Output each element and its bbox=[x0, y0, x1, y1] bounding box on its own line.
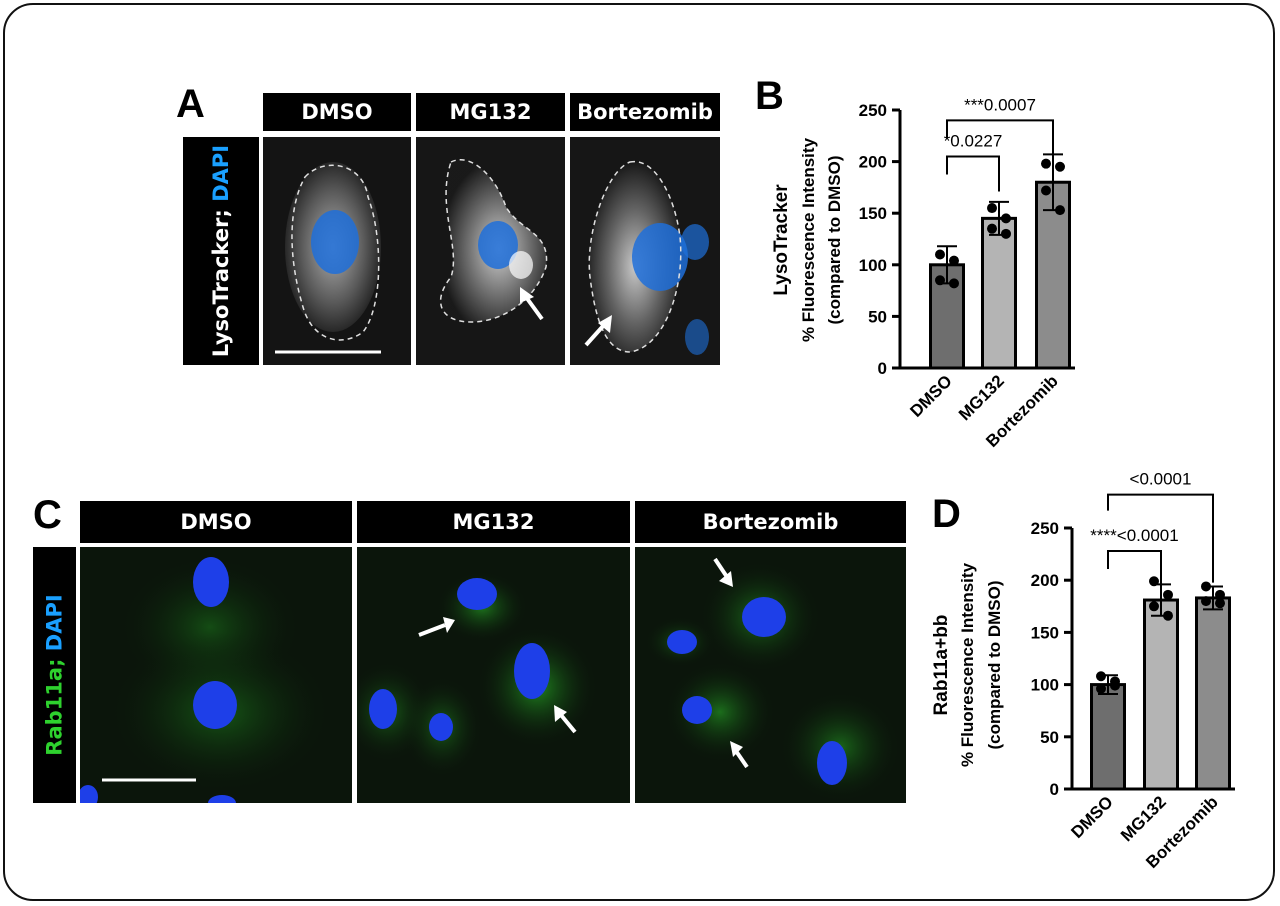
arrow-icon bbox=[418, 617, 455, 637]
data-point bbox=[1055, 161, 1065, 172]
y-axis-label: % Fluorescence Intensity bbox=[799, 137, 818, 342]
y-axis-label: Rab11a+bb bbox=[931, 615, 952, 716]
data-point bbox=[1215, 598, 1225, 609]
micrograph-c-dmso bbox=[80, 547, 352, 803]
panel-letter-c: C bbox=[33, 493, 62, 537]
nucleus bbox=[742, 597, 786, 637]
data-point bbox=[1110, 676, 1120, 687]
arrow-icon bbox=[554, 705, 577, 734]
bar-dmso bbox=[1090, 683, 1126, 791]
micrograph-c-bortezomib bbox=[635, 547, 906, 803]
y-tick-label: 0 bbox=[878, 359, 887, 378]
header-c-dmso: DMSO bbox=[80, 501, 352, 543]
header-c-bortezomib: Bortezomib bbox=[635, 501, 906, 543]
y-axis-label: % Fluorescence Intensity bbox=[958, 562, 977, 767]
data-point bbox=[1149, 601, 1159, 612]
nucleus bbox=[632, 223, 688, 291]
data-point bbox=[987, 223, 997, 234]
panel-letter-d: D bbox=[932, 492, 961, 536]
nucleus bbox=[193, 681, 237, 729]
micrograph-c-mg132 bbox=[357, 547, 630, 803]
data-point bbox=[1096, 671, 1106, 682]
cell-outline bbox=[291, 164, 380, 341]
header-c-mg132: MG132 bbox=[357, 501, 630, 543]
cell-outline bbox=[588, 160, 682, 353]
y-axis-label: (compared to DMSO) bbox=[825, 155, 844, 324]
panel-letter-a: A bbox=[176, 82, 205, 126]
figure-frame bbox=[3, 3, 1275, 901]
y-tick-label: 250 bbox=[1031, 519, 1059, 538]
significance-label: ***0.0007 bbox=[964, 95, 1036, 114]
y-tick-label: 100 bbox=[859, 256, 887, 275]
y-tick-label: 250 bbox=[859, 101, 887, 120]
significance-bracket bbox=[1107, 549, 1162, 601]
bar-bortezomib bbox=[1195, 596, 1231, 791]
significance-bracket bbox=[946, 119, 1054, 191]
micrograph-a-mg132 bbox=[416, 137, 565, 365]
data-point bbox=[935, 249, 945, 260]
bar-mg132 bbox=[1143, 598, 1179, 791]
y-axis-label: (compared to DMSO) bbox=[985, 580, 1004, 749]
y-tick-label: 100 bbox=[1031, 676, 1059, 695]
data-point bbox=[1149, 576, 1159, 587]
data-point bbox=[1096, 683, 1106, 694]
nucleus bbox=[311, 210, 359, 274]
category-label: DMSO bbox=[1067, 792, 1116, 841]
header-a-mg132: MG132 bbox=[416, 93, 565, 131]
significance-label: *0.0227 bbox=[944, 131, 1003, 150]
arrow-icon bbox=[730, 741, 749, 769]
arrow-icon bbox=[584, 315, 612, 347]
data-point bbox=[1163, 589, 1173, 600]
significance-label: ****<0.0001 bbox=[1090, 526, 1178, 545]
data-point bbox=[1215, 589, 1225, 600]
nucleus bbox=[457, 578, 497, 610]
data-point bbox=[1163, 610, 1173, 621]
y-tick-label: 50 bbox=[868, 307, 887, 326]
header-a-bortezomib: Bortezomib bbox=[570, 93, 720, 131]
row-label-a: LysoTracker; DAPI bbox=[183, 137, 259, 365]
data-point bbox=[1201, 596, 1211, 607]
y-tick-label: 200 bbox=[1031, 571, 1059, 590]
nucleus bbox=[478, 221, 518, 269]
y-tick-label: 150 bbox=[859, 204, 887, 223]
category-label: MG132 bbox=[1117, 792, 1170, 845]
y-tick-label: 50 bbox=[1040, 728, 1059, 747]
row-label-c: Rab11a; DAPI bbox=[33, 547, 76, 803]
data-point bbox=[1201, 581, 1211, 592]
micrograph-a-dmso bbox=[263, 137, 411, 365]
nucleus bbox=[193, 557, 229, 607]
data-point bbox=[1055, 205, 1065, 216]
y-tick-label: 200 bbox=[859, 153, 887, 172]
micrograph-a-bortezomib bbox=[570, 137, 720, 365]
significance-label: <0.0001 bbox=[1130, 470, 1192, 489]
header-a-dmso: DMSO bbox=[263, 93, 411, 131]
significance-bracket bbox=[1107, 493, 1214, 583]
nucleus bbox=[514, 643, 550, 699]
cell-outline bbox=[440, 159, 548, 323]
panel-letter-b: B bbox=[755, 74, 784, 118]
y-axis-label: LysoTracker bbox=[771, 184, 792, 296]
data-point bbox=[949, 278, 959, 289]
data-point bbox=[1041, 185, 1051, 196]
data-point bbox=[1001, 213, 1011, 224]
significance-bracket bbox=[946, 155, 1000, 192]
arrow-icon bbox=[713, 557, 733, 587]
data-point bbox=[987, 203, 997, 214]
data-point bbox=[935, 275, 945, 286]
bar-bortezomib bbox=[1035, 180, 1071, 370]
data-point bbox=[1001, 228, 1011, 239]
data-point bbox=[1041, 158, 1051, 169]
y-tick-label: 150 bbox=[1031, 623, 1059, 642]
data-point bbox=[949, 255, 959, 266]
arrow-icon bbox=[520, 287, 544, 321]
y-tick-label: 0 bbox=[1050, 780, 1059, 799]
